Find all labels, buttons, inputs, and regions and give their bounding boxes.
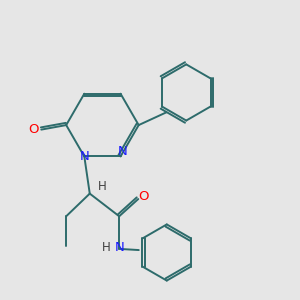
Text: N: N [80, 150, 89, 163]
Text: N: N [114, 242, 124, 254]
Text: N: N [118, 145, 128, 158]
Text: H: H [102, 242, 111, 254]
Text: O: O [138, 190, 149, 203]
Text: O: O [28, 123, 38, 136]
Text: H: H [98, 180, 107, 193]
